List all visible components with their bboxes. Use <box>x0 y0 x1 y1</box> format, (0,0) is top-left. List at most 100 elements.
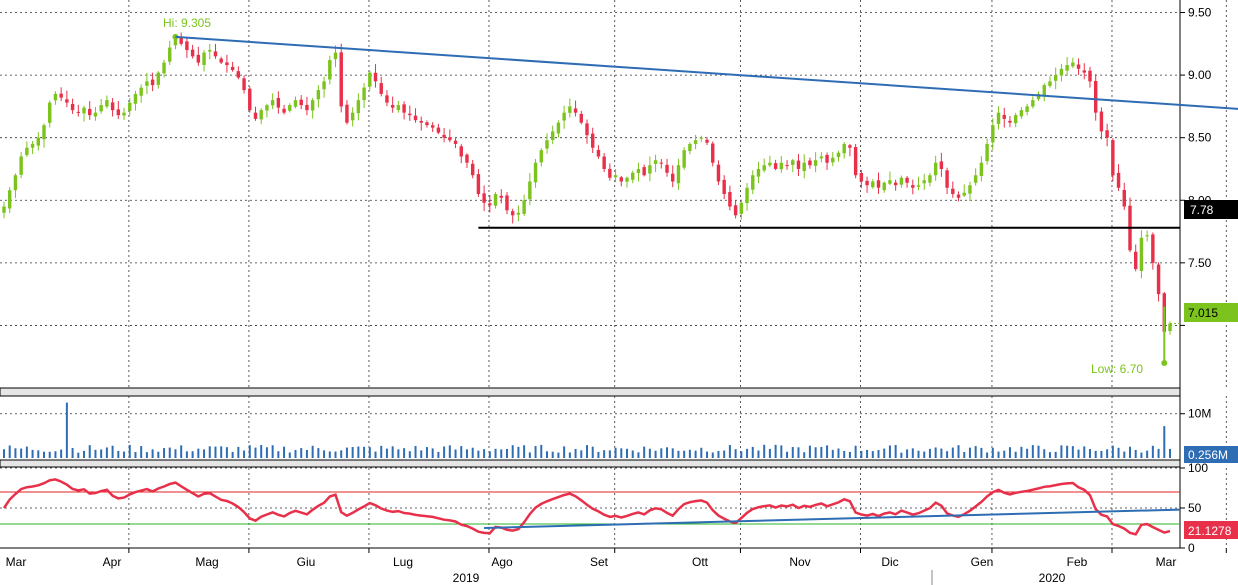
volume-bar <box>1163 426 1166 458</box>
volume-bar <box>940 448 943 458</box>
volume-bar <box>968 447 971 458</box>
candle-body <box>1156 264 1161 295</box>
candle-body <box>253 112 258 119</box>
price-tick-label: 7.50 <box>1188 256 1212 270</box>
volume-bar <box>1111 445 1114 458</box>
x-month-label: Mar <box>1156 555 1177 569</box>
volume-bar <box>1134 449 1137 458</box>
candle-body <box>653 160 658 164</box>
candle-body <box>390 105 395 108</box>
volume-bar <box>1146 450 1149 458</box>
candle-body <box>190 49 195 57</box>
volume-bar <box>431 448 434 458</box>
candle-body <box>1151 234 1155 263</box>
candle-body <box>345 104 349 123</box>
candle-body <box>1168 323 1172 332</box>
last-price-tag: 7.015 <box>1184 303 1238 322</box>
candle-body <box>1025 106 1029 112</box>
axis-layer: 9.509.008.508.007.5010M100500MarAprMagGi… <box>6 6 1227 585</box>
candle-body <box>322 81 326 90</box>
volume-bar <box>751 446 754 458</box>
x-month-label: Mag <box>195 555 218 569</box>
volume-bar <box>437 451 440 458</box>
candle-body <box>413 115 418 121</box>
volume-bar <box>986 452 989 458</box>
volume-bar <box>351 447 354 458</box>
volume-bar <box>563 446 566 458</box>
volume-bar <box>991 447 994 458</box>
candle-body <box>676 165 681 184</box>
candle-body <box>556 122 561 134</box>
candle-body <box>105 100 109 107</box>
candle-body <box>579 113 583 123</box>
volume-bar <box>203 449 206 458</box>
volume-bar <box>757 450 760 458</box>
volume-bar <box>517 446 520 458</box>
volume-bar <box>345 447 348 458</box>
candle-body <box>288 105 292 111</box>
volume-bar <box>385 448 388 458</box>
volume-bar <box>511 445 514 458</box>
candle-body <box>1059 68 1064 76</box>
candle-body <box>133 93 138 104</box>
volume-bar <box>425 447 428 458</box>
candle-body <box>773 163 778 169</box>
candle-body <box>219 58 223 63</box>
candle-body <box>876 180 881 188</box>
volume-bar <box>1026 448 1029 458</box>
candle-body <box>230 66 235 71</box>
candle-body <box>442 134 446 138</box>
candle-body <box>893 182 898 186</box>
candle-body <box>991 125 995 143</box>
volume-bar <box>700 447 703 458</box>
volume-bar <box>128 444 131 458</box>
candle-body <box>436 127 441 133</box>
volume-bar <box>848 451 851 458</box>
candle-body <box>933 162 938 176</box>
volume-bar <box>168 447 171 458</box>
candle-body <box>8 190 12 209</box>
candle-body <box>722 179 726 194</box>
candle-body <box>779 162 784 170</box>
volume-bar <box>545 451 548 458</box>
candle-body <box>1008 120 1012 123</box>
candle-body <box>459 146 463 157</box>
candle-body <box>328 60 332 80</box>
candle-body <box>259 110 263 120</box>
volume-bar <box>294 449 297 458</box>
volume-bar <box>837 448 840 458</box>
candle-body <box>265 105 269 111</box>
volume-bar <box>185 451 188 458</box>
volume-bar <box>100 449 103 458</box>
volume-bar <box>265 447 268 458</box>
volume-bar <box>340 450 343 458</box>
volume-bar <box>906 449 909 458</box>
volume-bar <box>580 450 583 458</box>
x-month-label: Gen <box>971 555 994 569</box>
candle-body <box>396 105 401 110</box>
candle-body <box>373 72 378 82</box>
candle-body <box>1088 70 1092 82</box>
volume-bar <box>637 452 640 458</box>
volume-bar <box>728 445 731 458</box>
candle-body <box>693 140 698 144</box>
candle-body <box>82 107 86 114</box>
candle-body <box>1031 100 1035 107</box>
rsi-tick-label: 50 <box>1188 501 1202 515</box>
volume-bar <box>448 445 451 458</box>
candle-body <box>453 140 458 144</box>
volume-last-tag: 0.256M <box>1184 446 1238 463</box>
volume-tick-label: 10M <box>1188 407 1211 421</box>
candle-body <box>93 112 98 117</box>
volume-bar <box>528 452 531 458</box>
last-price-label: 7.015 <box>1188 306 1218 320</box>
volume-bar <box>791 447 794 458</box>
volume-bar <box>300 448 303 458</box>
volume-bar <box>688 449 691 458</box>
candle-body <box>756 168 761 177</box>
volume-bar <box>471 447 474 458</box>
candle-body <box>585 123 589 136</box>
volume-bar <box>20 448 23 458</box>
volume-bar <box>797 447 800 458</box>
